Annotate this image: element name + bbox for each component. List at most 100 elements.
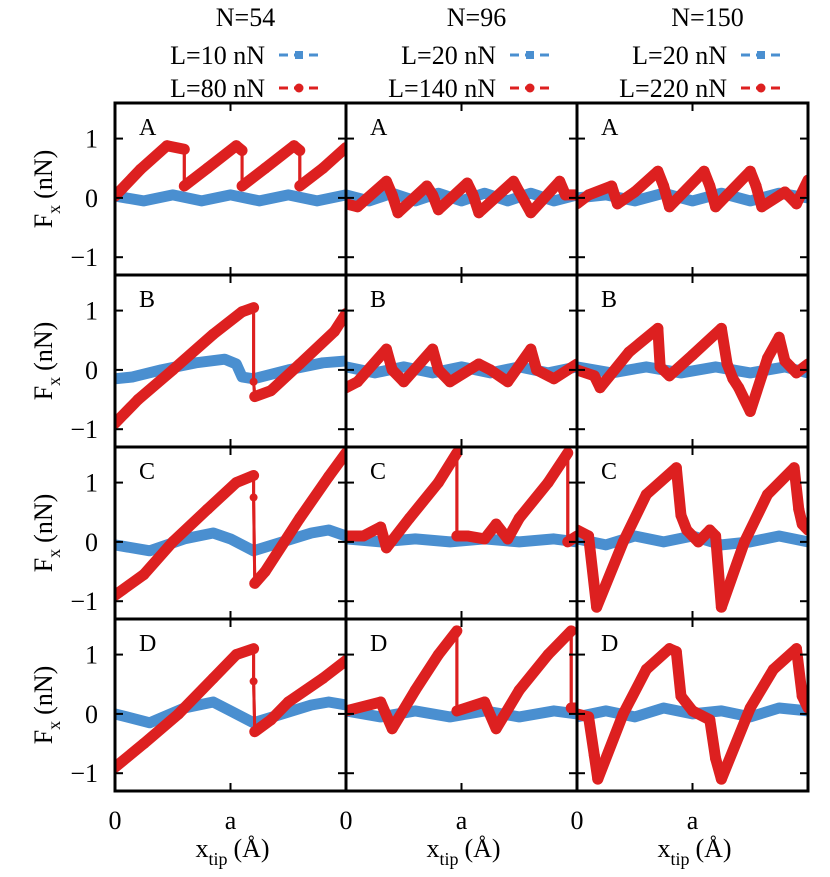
series-high-point xyxy=(705,715,714,724)
series-high-point xyxy=(526,208,535,217)
series-high-point xyxy=(757,202,766,211)
series-high-segment xyxy=(386,684,421,735)
series-high-point xyxy=(665,202,674,211)
y-axis-label-main: F xyxy=(29,214,58,228)
series-high-point xyxy=(705,182,714,191)
y-axis-label-unit: (nN) xyxy=(29,150,58,199)
series-high-segment xyxy=(115,569,150,601)
series-high-point xyxy=(434,650,443,659)
panel-letter: B xyxy=(601,287,617,313)
y-tick-label: −1 xyxy=(70,759,98,788)
series-high-point xyxy=(480,698,489,707)
y-axis-label-unit: (nN) xyxy=(29,666,58,715)
y-tick-label: 0 xyxy=(85,184,98,213)
series-high-point xyxy=(249,644,258,653)
x-axis-label-main: x xyxy=(657,834,670,863)
series-high-point xyxy=(544,478,553,487)
series-high-segment xyxy=(252,679,257,734)
series-high-point xyxy=(659,182,668,191)
series-high-point xyxy=(509,177,518,186)
series-high-point xyxy=(780,187,789,196)
series-high-segment xyxy=(115,394,144,429)
series-high-point xyxy=(555,177,564,186)
series-high-point xyxy=(318,674,327,683)
series-high-point xyxy=(723,359,732,368)
series-high-point xyxy=(630,187,639,196)
x-axis-label: xtip (Å) xyxy=(195,834,269,869)
x-axis-label-main: x xyxy=(195,834,208,863)
y-axis-label-unit: (nN) xyxy=(29,494,58,543)
series-high-segment xyxy=(444,358,485,388)
series-high-point xyxy=(463,531,472,540)
x-axis-label-unit: (Å) xyxy=(464,834,500,863)
series-high-point xyxy=(584,712,593,721)
y-axis-label-sub: x xyxy=(44,721,64,730)
series-high-point xyxy=(266,386,275,395)
series-high-segment xyxy=(207,649,242,684)
series-high-point xyxy=(452,626,461,635)
panel-B-2: B xyxy=(575,273,810,449)
series-high-point xyxy=(592,603,601,612)
series-high-point xyxy=(590,751,599,760)
panel-letter: D xyxy=(601,631,618,657)
series-high-point xyxy=(168,537,177,546)
series-high-point xyxy=(792,644,801,653)
series-high-point xyxy=(653,324,662,333)
series-high-point xyxy=(676,511,685,520)
panel-C-1: C xyxy=(344,445,579,621)
series-high-segment xyxy=(525,175,566,219)
series-high-point xyxy=(798,692,807,701)
series-high-point xyxy=(780,357,789,365)
x-tick-label: 0 xyxy=(109,806,122,835)
series-high-point xyxy=(480,534,489,543)
panel-B-0: B xyxy=(113,273,348,449)
series-high-point xyxy=(486,365,495,374)
series-low-line xyxy=(115,189,346,207)
y-axis-label-main: F xyxy=(29,558,58,572)
series-high-point xyxy=(746,703,755,712)
series-high-point xyxy=(250,579,259,588)
series-high-point xyxy=(238,146,247,155)
panel-letter: D xyxy=(370,631,387,657)
series-high-point xyxy=(249,303,258,312)
panel-A-2: A xyxy=(575,101,810,277)
series-high-segment xyxy=(398,343,439,388)
series-high-point xyxy=(549,374,558,383)
series-high-point xyxy=(656,362,665,371)
panel-B-1: B xyxy=(344,273,579,449)
series-high-point xyxy=(318,164,327,173)
series-high-segment xyxy=(670,462,687,521)
series-high-point xyxy=(526,345,535,354)
series-high-point xyxy=(209,674,218,683)
series-high-point xyxy=(619,537,628,546)
panel-letter: C xyxy=(139,459,155,485)
series-high-point xyxy=(376,698,385,707)
series-high-point xyxy=(376,523,385,532)
column-title-2: N=150 xyxy=(671,3,743,32)
series-high-point xyxy=(792,199,801,208)
series-high-point xyxy=(567,626,576,635)
series-high-segment xyxy=(167,503,213,548)
series-high-point xyxy=(203,505,212,514)
series-high-segment xyxy=(352,175,392,213)
y-axis-label: Fx (nN) xyxy=(29,322,64,401)
series-high-point xyxy=(717,324,726,333)
y-tick-label: 0 xyxy=(85,700,98,729)
series-high-segment xyxy=(346,696,387,717)
series-high-segment xyxy=(138,536,179,581)
panel-letter: A xyxy=(601,115,619,141)
series-high-segment xyxy=(710,165,756,213)
y-tick-label: 1 xyxy=(85,125,98,154)
series-high-point xyxy=(445,377,454,386)
series-low-line xyxy=(115,696,346,729)
x-axis-label: xtip (Å) xyxy=(657,834,731,869)
series-high-point xyxy=(232,478,241,487)
series-high-segment xyxy=(738,488,774,548)
series-high-point xyxy=(688,351,697,360)
series-high-segment xyxy=(317,655,346,684)
series-high-segment xyxy=(663,165,710,213)
series-high-point xyxy=(388,365,397,374)
series-high-point xyxy=(249,493,258,502)
series-high-segment xyxy=(744,663,779,714)
series-high-point xyxy=(434,205,443,214)
